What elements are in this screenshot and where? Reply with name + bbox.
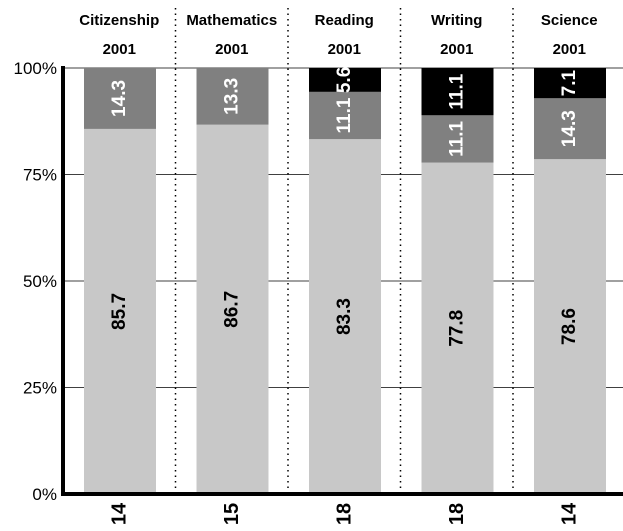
segment-label: 86.7 bbox=[221, 291, 242, 328]
bar-segment bbox=[534, 98, 606, 160]
sample-size-label: 18 bbox=[446, 503, 468, 525]
y-tick-label: 25% bbox=[23, 379, 57, 398]
column-header-year: 2001 bbox=[328, 41, 361, 58]
bar-segment bbox=[196, 124, 269, 495]
segment-label: 5.6 bbox=[334, 67, 355, 93]
column-header-year: 2001 bbox=[440, 41, 473, 58]
column-headers: Citizenship 2001 Mathematics 2001 Reading 200… bbox=[79, 12, 597, 58]
segment-label: 14.3 bbox=[109, 80, 130, 117]
segment-label: 83.3 bbox=[334, 298, 355, 335]
bar-segment bbox=[534, 68, 606, 99]
bar-segment bbox=[421, 162, 494, 494]
column-header-name: Reading bbox=[315, 12, 374, 29]
axes bbox=[61, 66, 623, 496]
sample-size-label: 14 bbox=[108, 502, 130, 525]
bar-segment bbox=[534, 159, 606, 494]
column-header-name: Citizenship bbox=[79, 12, 159, 29]
column-header-year: 2001 bbox=[215, 41, 248, 58]
segment-label: 13.3 bbox=[221, 78, 242, 115]
column-separators bbox=[174, 8, 514, 494]
segment-labels: 85.7 14.3 86.7 13.3 83.3 11.1 5.6 77.8 11.1 11.1 7… bbox=[109, 67, 580, 347]
column-header-year: 2001 bbox=[553, 41, 586, 58]
y-tick-label: 75% bbox=[23, 166, 57, 185]
y-tick-label: 0% bbox=[32, 485, 57, 504]
bar-segment bbox=[196, 68, 269, 125]
column-header-year: 2001 bbox=[103, 41, 136, 58]
sample-size-label: 15 bbox=[221, 503, 243, 525]
segment-label: 14.3 bbox=[559, 110, 580, 147]
segment-label: 11.1 bbox=[446, 73, 467, 109]
bar-segment bbox=[309, 91, 381, 140]
sample-size-labels: 14 15 18 18 14 bbox=[108, 502, 580, 525]
bar-segment bbox=[84, 128, 156, 494]
y-tick-label: 100% bbox=[14, 59, 57, 78]
bar-segment bbox=[309, 139, 381, 494]
segment-label: 77.8 bbox=[446, 310, 467, 347]
y-tick-labels: 0% 25% 50% 75% 100% bbox=[14, 59, 57, 504]
sample-size-label: 18 bbox=[333, 503, 355, 525]
segment-label: 85.7 bbox=[109, 293, 130, 330]
column-header-name: Writing bbox=[431, 12, 482, 29]
bar-segment bbox=[421, 68, 494, 116]
bar-segment bbox=[309, 68, 381, 92]
bars bbox=[84, 68, 606, 495]
bar-segment bbox=[84, 68, 156, 129]
segment-label: 11.1 bbox=[334, 97, 355, 133]
segment-label: 11.1 bbox=[446, 121, 467, 157]
column-header-name: Science bbox=[541, 12, 598, 29]
y-tick-label: 50% bbox=[23, 272, 57, 291]
segment-label: 7.1 bbox=[559, 69, 580, 96]
sample-size-label: 14 bbox=[558, 502, 580, 525]
segment-label: 78.6 bbox=[559, 308, 580, 345]
column-header-name: Mathematics bbox=[186, 12, 277, 29]
bar-segment bbox=[421, 115, 494, 163]
